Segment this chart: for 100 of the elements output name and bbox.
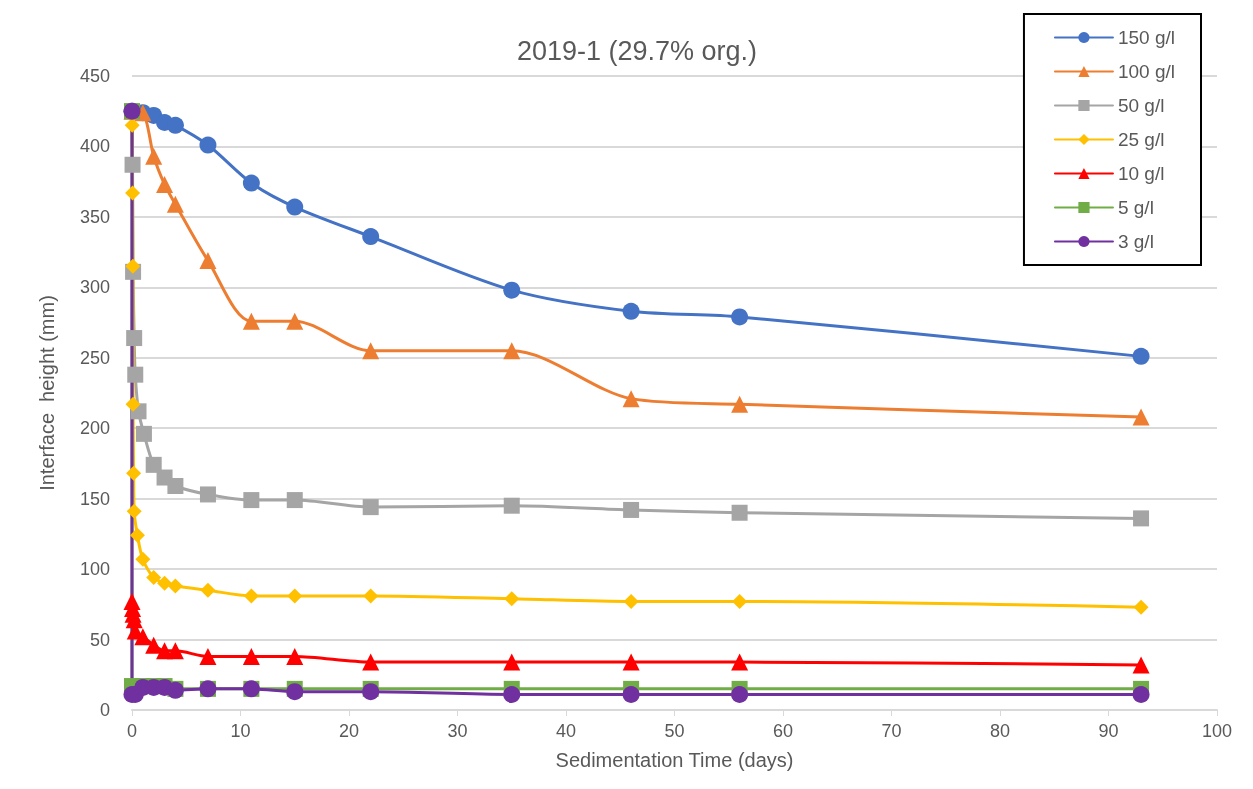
point xyxy=(145,636,163,654)
point xyxy=(622,302,640,320)
point xyxy=(125,185,141,201)
point xyxy=(1132,347,1150,365)
point xyxy=(145,456,162,473)
chart-title: 2019-1 (29.7% org.) xyxy=(516,35,758,66)
point xyxy=(166,116,184,134)
point xyxy=(199,486,216,503)
point xyxy=(243,588,259,604)
point xyxy=(126,330,143,347)
point xyxy=(126,503,142,519)
point xyxy=(503,653,521,671)
y-tick-label: 100 xyxy=(79,559,110,580)
y-tick-label: 200 xyxy=(79,418,110,439)
point xyxy=(623,501,640,518)
legend-label: 50 g/l xyxy=(1117,95,1165,116)
point xyxy=(135,551,151,567)
point xyxy=(362,342,380,360)
x-tick-label: 50 xyxy=(664,721,685,741)
legend-label: 5 g/l xyxy=(1117,197,1154,218)
y-axis-title: Interface height (mm) xyxy=(36,295,58,491)
legend-label: 3 g/l xyxy=(1117,231,1154,252)
y-tick-label: 0 xyxy=(99,700,110,720)
point xyxy=(134,628,152,646)
point xyxy=(623,594,639,610)
point xyxy=(731,686,749,703)
point xyxy=(286,198,304,216)
point xyxy=(146,570,162,586)
x-tick-label: 0 xyxy=(126,721,138,741)
point xyxy=(732,594,748,610)
point xyxy=(503,497,520,514)
legend-label: 25 g/l xyxy=(1117,129,1165,150)
y-tick-label: 300 xyxy=(79,277,110,298)
point xyxy=(731,504,748,521)
point xyxy=(242,174,260,192)
x-tick-label: 60 xyxy=(772,721,794,741)
x-axis-title: Sedimentation Time (days) xyxy=(555,749,794,771)
legend-label: 10 g/l xyxy=(1117,163,1165,184)
point xyxy=(362,499,379,516)
y-tick-label: 400 xyxy=(79,136,110,157)
x-tick-label: 20 xyxy=(338,721,360,741)
x-tick-label: 90 xyxy=(1098,721,1119,741)
point xyxy=(166,642,184,660)
point xyxy=(362,228,380,246)
point xyxy=(242,312,260,330)
point xyxy=(145,147,163,165)
x-tick-label: 80 xyxy=(989,721,1011,741)
point xyxy=(287,588,303,604)
point xyxy=(363,588,379,604)
point xyxy=(199,252,217,270)
point xyxy=(622,390,640,408)
point xyxy=(286,683,304,701)
point xyxy=(126,465,142,481)
point xyxy=(125,258,141,274)
point xyxy=(622,653,640,671)
point xyxy=(622,686,640,703)
point xyxy=(167,578,183,594)
point xyxy=(129,527,145,543)
point xyxy=(167,477,184,494)
point xyxy=(503,342,521,360)
point xyxy=(1132,408,1150,426)
x-tick-label: 10 xyxy=(230,721,251,741)
point xyxy=(503,281,521,299)
point xyxy=(1133,599,1149,615)
legend-label: 100 g/l xyxy=(1117,61,1175,82)
point xyxy=(199,647,217,665)
point xyxy=(157,575,173,591)
y-tick-label: 50 xyxy=(89,629,110,650)
y-tick-label: 450 xyxy=(79,66,110,86)
y-tick-label: 150 xyxy=(79,488,110,509)
point xyxy=(731,653,749,671)
x-tick-label: 100 xyxy=(1201,721,1233,741)
point xyxy=(731,395,749,413)
point xyxy=(156,175,174,193)
y-tick-label: 350 xyxy=(79,206,110,227)
point xyxy=(1133,510,1150,527)
point xyxy=(127,366,144,383)
point xyxy=(286,647,304,665)
point xyxy=(286,312,304,330)
y-tick-label: 250 xyxy=(79,347,110,368)
point xyxy=(731,308,749,326)
point xyxy=(286,492,303,509)
point xyxy=(243,492,260,509)
point xyxy=(362,653,380,671)
point xyxy=(242,647,260,665)
point xyxy=(166,195,184,213)
point xyxy=(199,136,217,154)
x-tick-label: 30 xyxy=(447,721,468,741)
point xyxy=(125,396,141,412)
point xyxy=(1132,686,1150,703)
point xyxy=(362,683,380,701)
point xyxy=(504,591,520,607)
point xyxy=(1132,656,1150,674)
point xyxy=(124,156,141,173)
x-tick-label: 70 xyxy=(881,721,902,741)
legend-label: 150 g/l xyxy=(1117,27,1175,48)
point xyxy=(135,425,152,442)
x-tick-label: 40 xyxy=(555,721,577,741)
point xyxy=(200,582,216,598)
point xyxy=(503,686,521,703)
